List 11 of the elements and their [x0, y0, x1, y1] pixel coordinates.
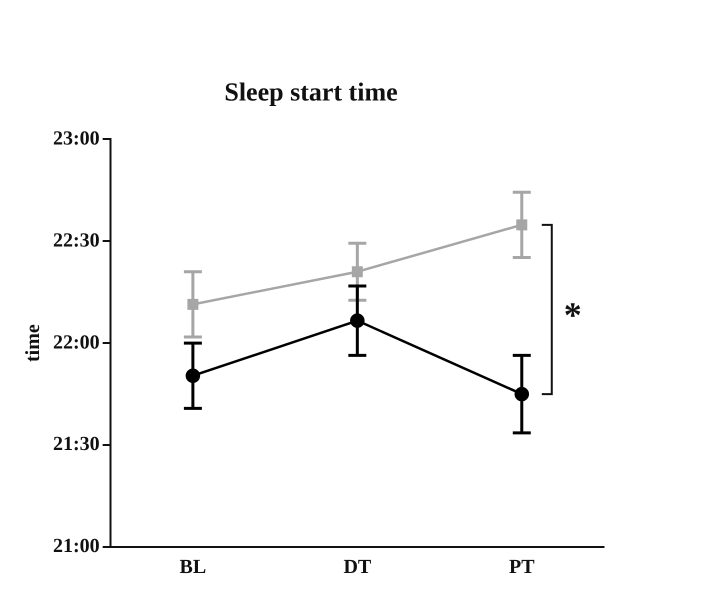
x-tick-label: PT [508, 556, 536, 578]
y-tick-label: 22:30 [52, 229, 100, 252]
x-tick-label: BL [180, 556, 206, 578]
y-tick-label: 21:30 [52, 433, 100, 456]
y-tick-label: 21:00 [52, 535, 100, 558]
y-tick-label: 23:00 [52, 127, 100, 150]
y-axis-title: time [22, 324, 44, 362]
annotation: * [564, 294, 582, 335]
y-tick-label: 22:00 [52, 331, 100, 354]
chart-title: Sleep start time [224, 77, 398, 106]
x-tick-label: DT [343, 556, 372, 578]
